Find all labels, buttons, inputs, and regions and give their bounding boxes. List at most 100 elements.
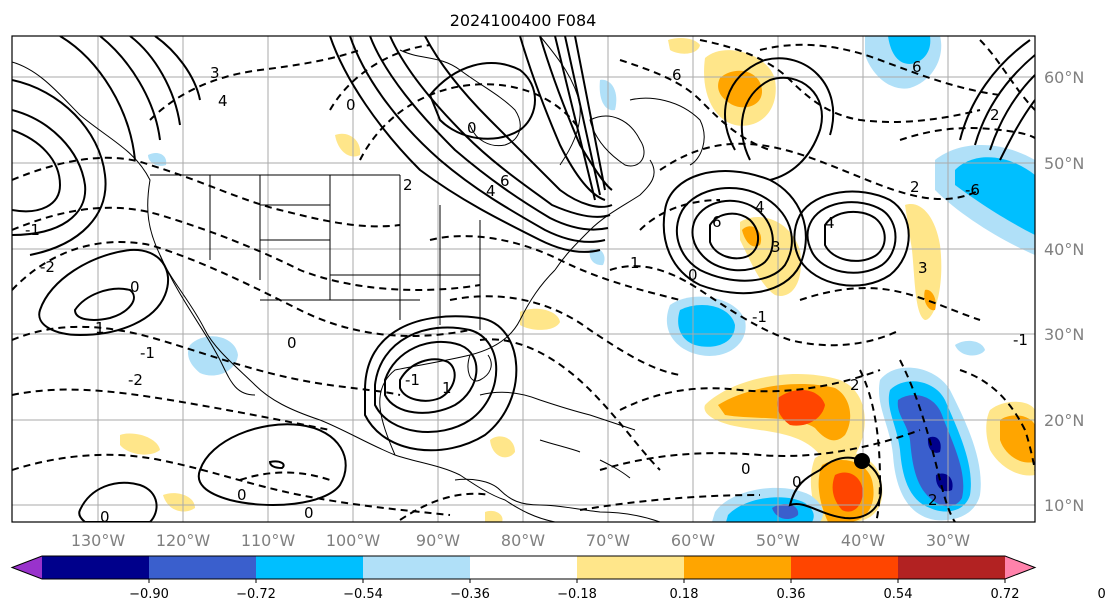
lon-label: 100°W xyxy=(326,531,381,550)
anomaly-fill-positive xyxy=(668,37,700,54)
contour-label: 4 xyxy=(218,92,228,110)
contour-label: -1 xyxy=(405,371,420,389)
contour-label: 0 xyxy=(792,473,802,491)
anomaly-fill-positive xyxy=(832,472,863,512)
colorbar-segment xyxy=(684,556,792,579)
contour-label: -1 xyxy=(140,344,155,362)
contour-label: -1 xyxy=(25,221,40,239)
colorbar-segment xyxy=(898,556,1006,579)
lon-label: 130°W xyxy=(71,531,126,550)
anomaly-fills xyxy=(120,36,1035,522)
colorbar-segment xyxy=(363,556,471,579)
contour-label: 1 xyxy=(630,254,640,272)
lon-label: 80°W xyxy=(501,531,545,550)
lon-label: 50°W xyxy=(756,531,800,550)
contour-label: 6 xyxy=(712,213,722,231)
contour-label: 0 xyxy=(100,508,110,526)
contour-label: 0 xyxy=(304,504,314,522)
anomaly-fill-positive xyxy=(1000,415,1035,463)
contour-label: 0 xyxy=(287,334,297,352)
contour-label: 2 xyxy=(910,178,920,196)
colorbar-tick-label: −0.36 xyxy=(450,587,490,602)
colorbar-tick-label: 0.18 xyxy=(670,587,699,602)
colorbar-segment xyxy=(256,556,364,579)
lat-label: 20°N xyxy=(1044,411,1084,430)
anomaly-fill-negative xyxy=(888,36,931,64)
lat-label: 60°N xyxy=(1044,68,1084,87)
contour-label: -1 xyxy=(752,308,767,326)
contour-label: 6 xyxy=(912,58,922,76)
anomaly-fill-positive xyxy=(905,204,942,320)
contour-label: 4 xyxy=(825,214,835,232)
contour-label: 1 xyxy=(442,379,452,397)
colorbar-tick-label: 0.36 xyxy=(777,587,806,602)
contour-label: 4 xyxy=(486,182,496,200)
anomaly-fill-negative xyxy=(772,504,799,520)
contour-label: -1 xyxy=(1013,331,1028,349)
solid-contours xyxy=(12,36,1035,522)
contour-label: 4 xyxy=(755,198,765,216)
contour-label: -2 xyxy=(128,371,143,389)
contour-label: 6 xyxy=(500,172,510,190)
anomaly-fill-negative xyxy=(955,157,1035,235)
anomaly-fill-positive xyxy=(520,308,560,330)
lon-label: 120°W xyxy=(156,531,211,550)
map-title: 2024100400 F084 xyxy=(450,11,597,30)
contour-label: 0 xyxy=(130,278,140,296)
anomaly-fill-positive xyxy=(120,433,160,455)
anomaly-fill-negative xyxy=(955,340,985,356)
anomaly-fill-negative xyxy=(927,436,941,453)
lon-label: 110°W xyxy=(241,531,296,550)
contour-label: 2 xyxy=(850,376,860,394)
anomaly-fill-positive xyxy=(335,133,361,157)
marker-dot xyxy=(854,453,870,469)
contour-label: -6 xyxy=(965,181,980,199)
lat-label: 10°N xyxy=(1044,496,1084,515)
colorbar-tick-label: −0.54 xyxy=(343,587,383,602)
contour-label: 0 xyxy=(346,96,356,114)
anomaly-fill-positive xyxy=(718,70,763,108)
anomaly-fill-positive xyxy=(924,289,936,311)
lon-label: 40°W xyxy=(841,531,885,550)
colorbar-tick-label: −0.18 xyxy=(557,587,597,602)
lon-label: 30°W xyxy=(926,531,970,550)
graticule xyxy=(12,36,1035,522)
dashed-contours xyxy=(12,39,1035,522)
colorbar-segment xyxy=(470,556,578,579)
contour-label: 2 xyxy=(403,176,413,194)
contour-label: 0 xyxy=(467,119,477,137)
anomaly-fill-positive xyxy=(485,510,503,522)
map-frame xyxy=(11,35,1036,523)
lon-label: 90°W xyxy=(416,531,460,550)
anomaly-fill-negative xyxy=(678,305,735,347)
contour-label: 1 xyxy=(95,319,105,337)
map-panel: 6 4 0 6 2 6 4 2 0 3 -1 1 -2 1 -1 0 4 0 -… xyxy=(11,35,1036,526)
contour-label: 0 xyxy=(237,486,247,504)
contour-label: 2 xyxy=(928,491,938,509)
anomaly-fill-positive xyxy=(777,389,825,426)
colorbar-extend-low xyxy=(12,556,42,579)
lat-label: 40°N xyxy=(1044,240,1084,259)
anomaly-fill-positive xyxy=(490,436,515,458)
colorbar: −0.90 −0.72 −0.54 −0.36 −0.18 0.18 0.36 0.54 0.7… xyxy=(10,555,1105,602)
contour-label: 0 xyxy=(688,266,698,284)
longitude-labels: 130°W 120°W 110°W 100°W 90°W 80°W 70°W 6… xyxy=(71,531,970,550)
contour-label: 6 xyxy=(672,66,682,84)
colorbar-tick-label: −0.72 xyxy=(236,587,276,602)
contour-label: 2 xyxy=(990,106,1000,124)
colorbar-tick-label: −0.90 xyxy=(129,587,169,602)
contour-label: 3 xyxy=(918,259,928,277)
contour-labels: 6 4 0 6 2 6 4 2 0 3 -1 1 -2 1 -1 0 4 0 -… xyxy=(25,58,1028,526)
lon-label: 70°W xyxy=(586,531,630,550)
colorbar-tick-label: 0.72 xyxy=(991,587,1020,602)
colorbar-segment xyxy=(42,556,150,579)
colorbar-tick-label: 0.54 xyxy=(884,587,913,602)
anomaly-fill-negative xyxy=(589,248,605,266)
latitude-labels: 60°N 50°N 40°N 30°N 20°N 10°N xyxy=(1044,68,1084,515)
colorbar-tick-label: 0.90 xyxy=(1098,587,1105,602)
colorbar-segment xyxy=(577,556,685,579)
contour-label: 3 xyxy=(771,238,781,256)
anomaly-fill-positive xyxy=(163,493,195,512)
colorbar-segment xyxy=(791,556,899,579)
